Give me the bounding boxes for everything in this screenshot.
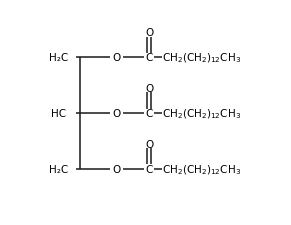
Text: C: C: [146, 109, 153, 119]
Text: O: O: [112, 164, 120, 174]
Text: O: O: [112, 109, 120, 119]
Text: CH$_2$(CH$_2$)$_{12}$CH$_3$: CH$_2$(CH$_2$)$_{12}$CH$_3$: [162, 162, 241, 176]
Text: C: C: [146, 53, 153, 63]
Text: O: O: [145, 139, 153, 149]
Text: H₂C: H₂C: [49, 164, 69, 174]
Text: CH$_2$(CH$_2$)$_{12}$CH$_3$: CH$_2$(CH$_2$)$_{12}$CH$_3$: [162, 107, 241, 120]
Text: O: O: [112, 53, 120, 63]
Text: O: O: [145, 83, 153, 93]
Text: CH$_2$(CH$_2$)$_{12}$CH$_3$: CH$_2$(CH$_2$)$_{12}$CH$_3$: [162, 52, 241, 65]
Text: H₂C: H₂C: [49, 53, 69, 63]
Text: HC: HC: [52, 109, 66, 119]
Text: C: C: [146, 164, 153, 174]
Text: O: O: [145, 28, 153, 38]
